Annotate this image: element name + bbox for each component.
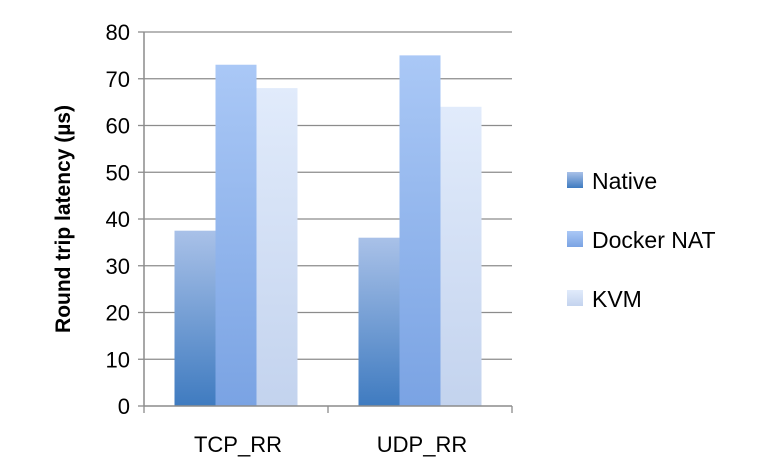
bar-docker-nat-tcp-rr <box>215 64 257 406</box>
y-tick-label: 30 <box>106 254 130 279</box>
legend-label: Docker NAT <box>592 227 716 253</box>
legend-label: KVM <box>592 286 642 312</box>
y-tick-label: 70 <box>106 67 130 92</box>
legend-swatch <box>567 172 583 188</box>
axes <box>138 31 513 413</box>
bar-native-tcp-rr <box>174 230 216 406</box>
y-tick-label: 40 <box>106 207 130 232</box>
y-tick-label: 50 <box>106 160 130 185</box>
bar-native-udp-rr <box>358 237 400 406</box>
legend-swatch <box>567 290 583 306</box>
x-tick-label: TCP_RR <box>194 432 282 457</box>
y-tick-label: 20 <box>106 301 130 326</box>
y-tick-label: 10 <box>106 347 130 372</box>
y-tick-labels: 0 10 20 30 40 50 60 70 80 <box>106 20 130 419</box>
x-tick-label: UDP_RR <box>377 432 467 457</box>
legend: Native Docker NAT KVM <box>567 168 716 312</box>
legend-label: Native <box>592 168 657 194</box>
y-tick-label: 0 <box>118 394 130 419</box>
y-tick-label: 60 <box>106 114 130 139</box>
bars <box>174 55 482 407</box>
bar-kvm-tcp-rr <box>256 88 298 406</box>
bar-kvm-udp-rr <box>440 106 482 407</box>
bar-docker-nat-udp-rr <box>399 55 441 406</box>
y-axis-label: Round trip latency (µs) <box>52 105 75 333</box>
y-tick-label: 80 <box>106 20 130 45</box>
legend-swatch <box>567 231 583 247</box>
x-tick-labels: TCP_RR UDP_RR <box>194 432 467 457</box>
